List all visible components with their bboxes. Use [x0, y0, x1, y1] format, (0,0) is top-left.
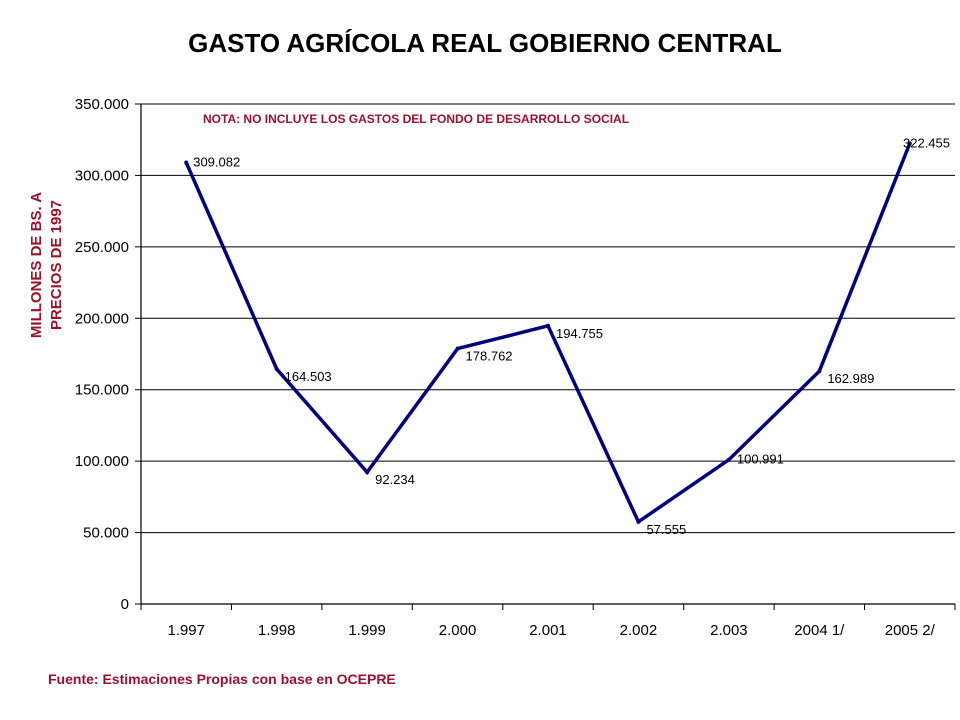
data-labels: 309.082 164.503 92.234 178.762 194.755 57.555… — [193, 135, 950, 536]
data-point — [817, 369, 822, 374]
data-label: 164.503 — [285, 369, 332, 384]
y-tick-labels: 0 50.000 100.000 150.000 200.000 250.000 300.0… — [75, 96, 129, 613]
data-label: 322.455 — [903, 135, 950, 150]
y-tick-label: 350.000 — [75, 96, 129, 113]
y-tick-label: 200.000 — [75, 310, 129, 327]
data-point — [636, 519, 641, 524]
x-tick-label: 1.998 — [258, 622, 296, 639]
data-point — [546, 323, 550, 328]
data-point — [365, 470, 370, 475]
series-line-layer — [184, 141, 912, 525]
x-tick-labels: 1.997 1.998 1.999 2.000 2.001 2.002 2.003 2004 … — [167, 622, 935, 639]
y-axis-label-line-1: MILLONES DE BS. A — [28, 192, 45, 338]
data-label: 178.762 — [466, 349, 513, 364]
x-tick-label: 2004 1/ — [794, 622, 845, 639]
series-line — [184, 142, 912, 525]
y-tick-label: 0 — [121, 596, 129, 613]
data-point — [274, 366, 279, 371]
x-tick-label: 2005 2/ — [885, 622, 936, 639]
x-tick-label: 1.997 — [167, 622, 205, 639]
chart-note: NOTA: NO INCLUYE LOS GASTOS DEL FONDO DE… — [203, 112, 629, 126]
data-point — [726, 457, 731, 462]
y-tick-label: 50.000 — [83, 525, 129, 542]
y-tick-label: 250.000 — [75, 239, 129, 256]
x-tick-label: 2.002 — [620, 622, 658, 639]
x-tick-label: 2.000 — [439, 622, 477, 639]
data-label: 309.082 — [193, 154, 240, 169]
axes — [135, 103, 956, 610]
data-label: 194.755 — [556, 326, 603, 341]
data-point — [184, 160, 189, 165]
y-tick-label: 100.000 — [75, 453, 129, 470]
data-point — [455, 346, 460, 351]
chart-title: GASTO AGRÍCOLA REAL GOBIERNO CENTRAL — [188, 28, 782, 58]
chart-source: Fuente: Estimaciones Propias con base en… — [48, 671, 396, 687]
gridlines — [141, 103, 955, 534]
x-tick-label: 2.003 — [710, 622, 748, 639]
y-tick-label: 150.000 — [75, 382, 129, 399]
data-label: 100.991 — [737, 452, 784, 467]
x-tick-label: 1.999 — [348, 622, 386, 639]
data-label: 92.234 — [375, 472, 415, 487]
data-point — [907, 141, 912, 146]
data-label: 162.989 — [827, 371, 874, 386]
x-tick-label: 2.001 — [529, 622, 567, 639]
data-label: 57.555 — [646, 522, 686, 537]
y-axis-label-line-2: PRECIOS DE 1997 — [48, 200, 65, 330]
y-tick-label: 300.000 — [75, 167, 129, 184]
